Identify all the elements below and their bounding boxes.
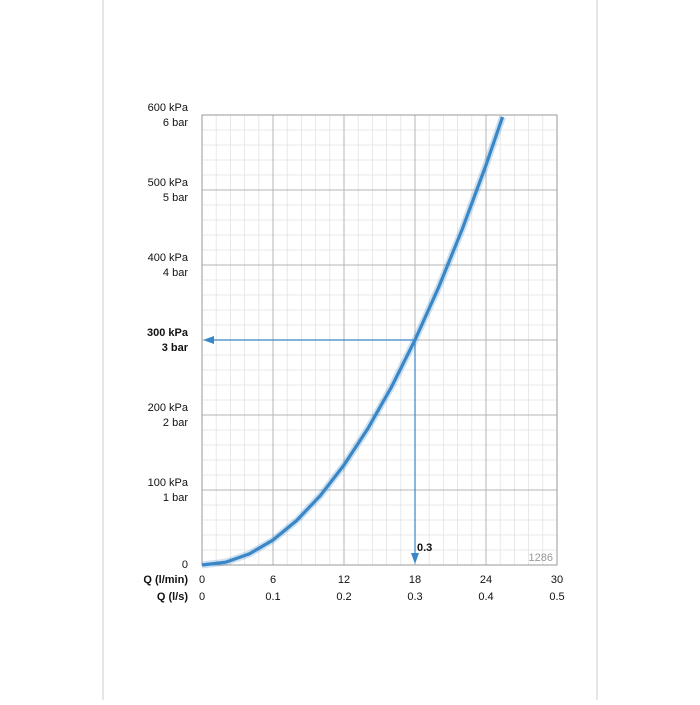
- arrow-head: [203, 336, 214, 344]
- y-tick-label: 300 kPa: [147, 327, 189, 339]
- x2-axis-label: Q (l/s): [157, 591, 189, 603]
- y-tick-label: 200 kPa: [148, 402, 189, 414]
- x-tick-label: 0: [199, 574, 205, 586]
- y-tick-label: 600 kPa: [148, 102, 189, 114]
- y-tick-label-bar: 1 bar: [163, 492, 188, 504]
- y-tick-label: 100 kPa: [148, 477, 189, 489]
- x-tick-label: 18: [409, 574, 421, 586]
- x2-tick-label: 0.3: [407, 591, 422, 603]
- x2-tick-label: 0.5: [549, 591, 564, 603]
- y-tick-label: 400 kPa: [148, 252, 189, 264]
- arrow-head: [411, 553, 419, 564]
- y-tick-label-bar: 3 bar: [162, 342, 189, 354]
- y-tick-label: 500 kPa: [148, 177, 189, 189]
- labels: Q (l/min) Q (l/s) 1286 0 6 12 18 24 30 0 0.1 0.2…: [143, 102, 564, 603]
- x-axis-label: Q (l/min): [143, 574, 188, 586]
- x2-tick-label: 0.4: [478, 591, 493, 603]
- x-tick-label: 12: [338, 574, 350, 586]
- y-tick-label-bar: 5 bar: [163, 192, 188, 204]
- y-tick-label-bar: 4 bar: [163, 267, 188, 279]
- y-tick-label: 0: [182, 559, 188, 571]
- y-tick-label-bar: 2 bar: [163, 417, 188, 429]
- code-label: 1286: [529, 552, 553, 564]
- x-tick-label: 30: [551, 574, 563, 586]
- x-tick-label: 6: [270, 574, 276, 586]
- plot-frame: [201, 114, 558, 566]
- y-tick-label-bar: 6 bar: [163, 117, 188, 129]
- x2-tick-label: 0: [199, 591, 205, 603]
- series-line: [201, 116, 505, 567]
- x-tick-label: 24: [480, 574, 492, 586]
- x2-tick-label: 0.2: [336, 591, 351, 603]
- highlight-label: 0.3: [417, 542, 432, 554]
- plot: 0.3: [201, 115, 506, 569]
- x2-tick-label: 0.1: [265, 591, 280, 603]
